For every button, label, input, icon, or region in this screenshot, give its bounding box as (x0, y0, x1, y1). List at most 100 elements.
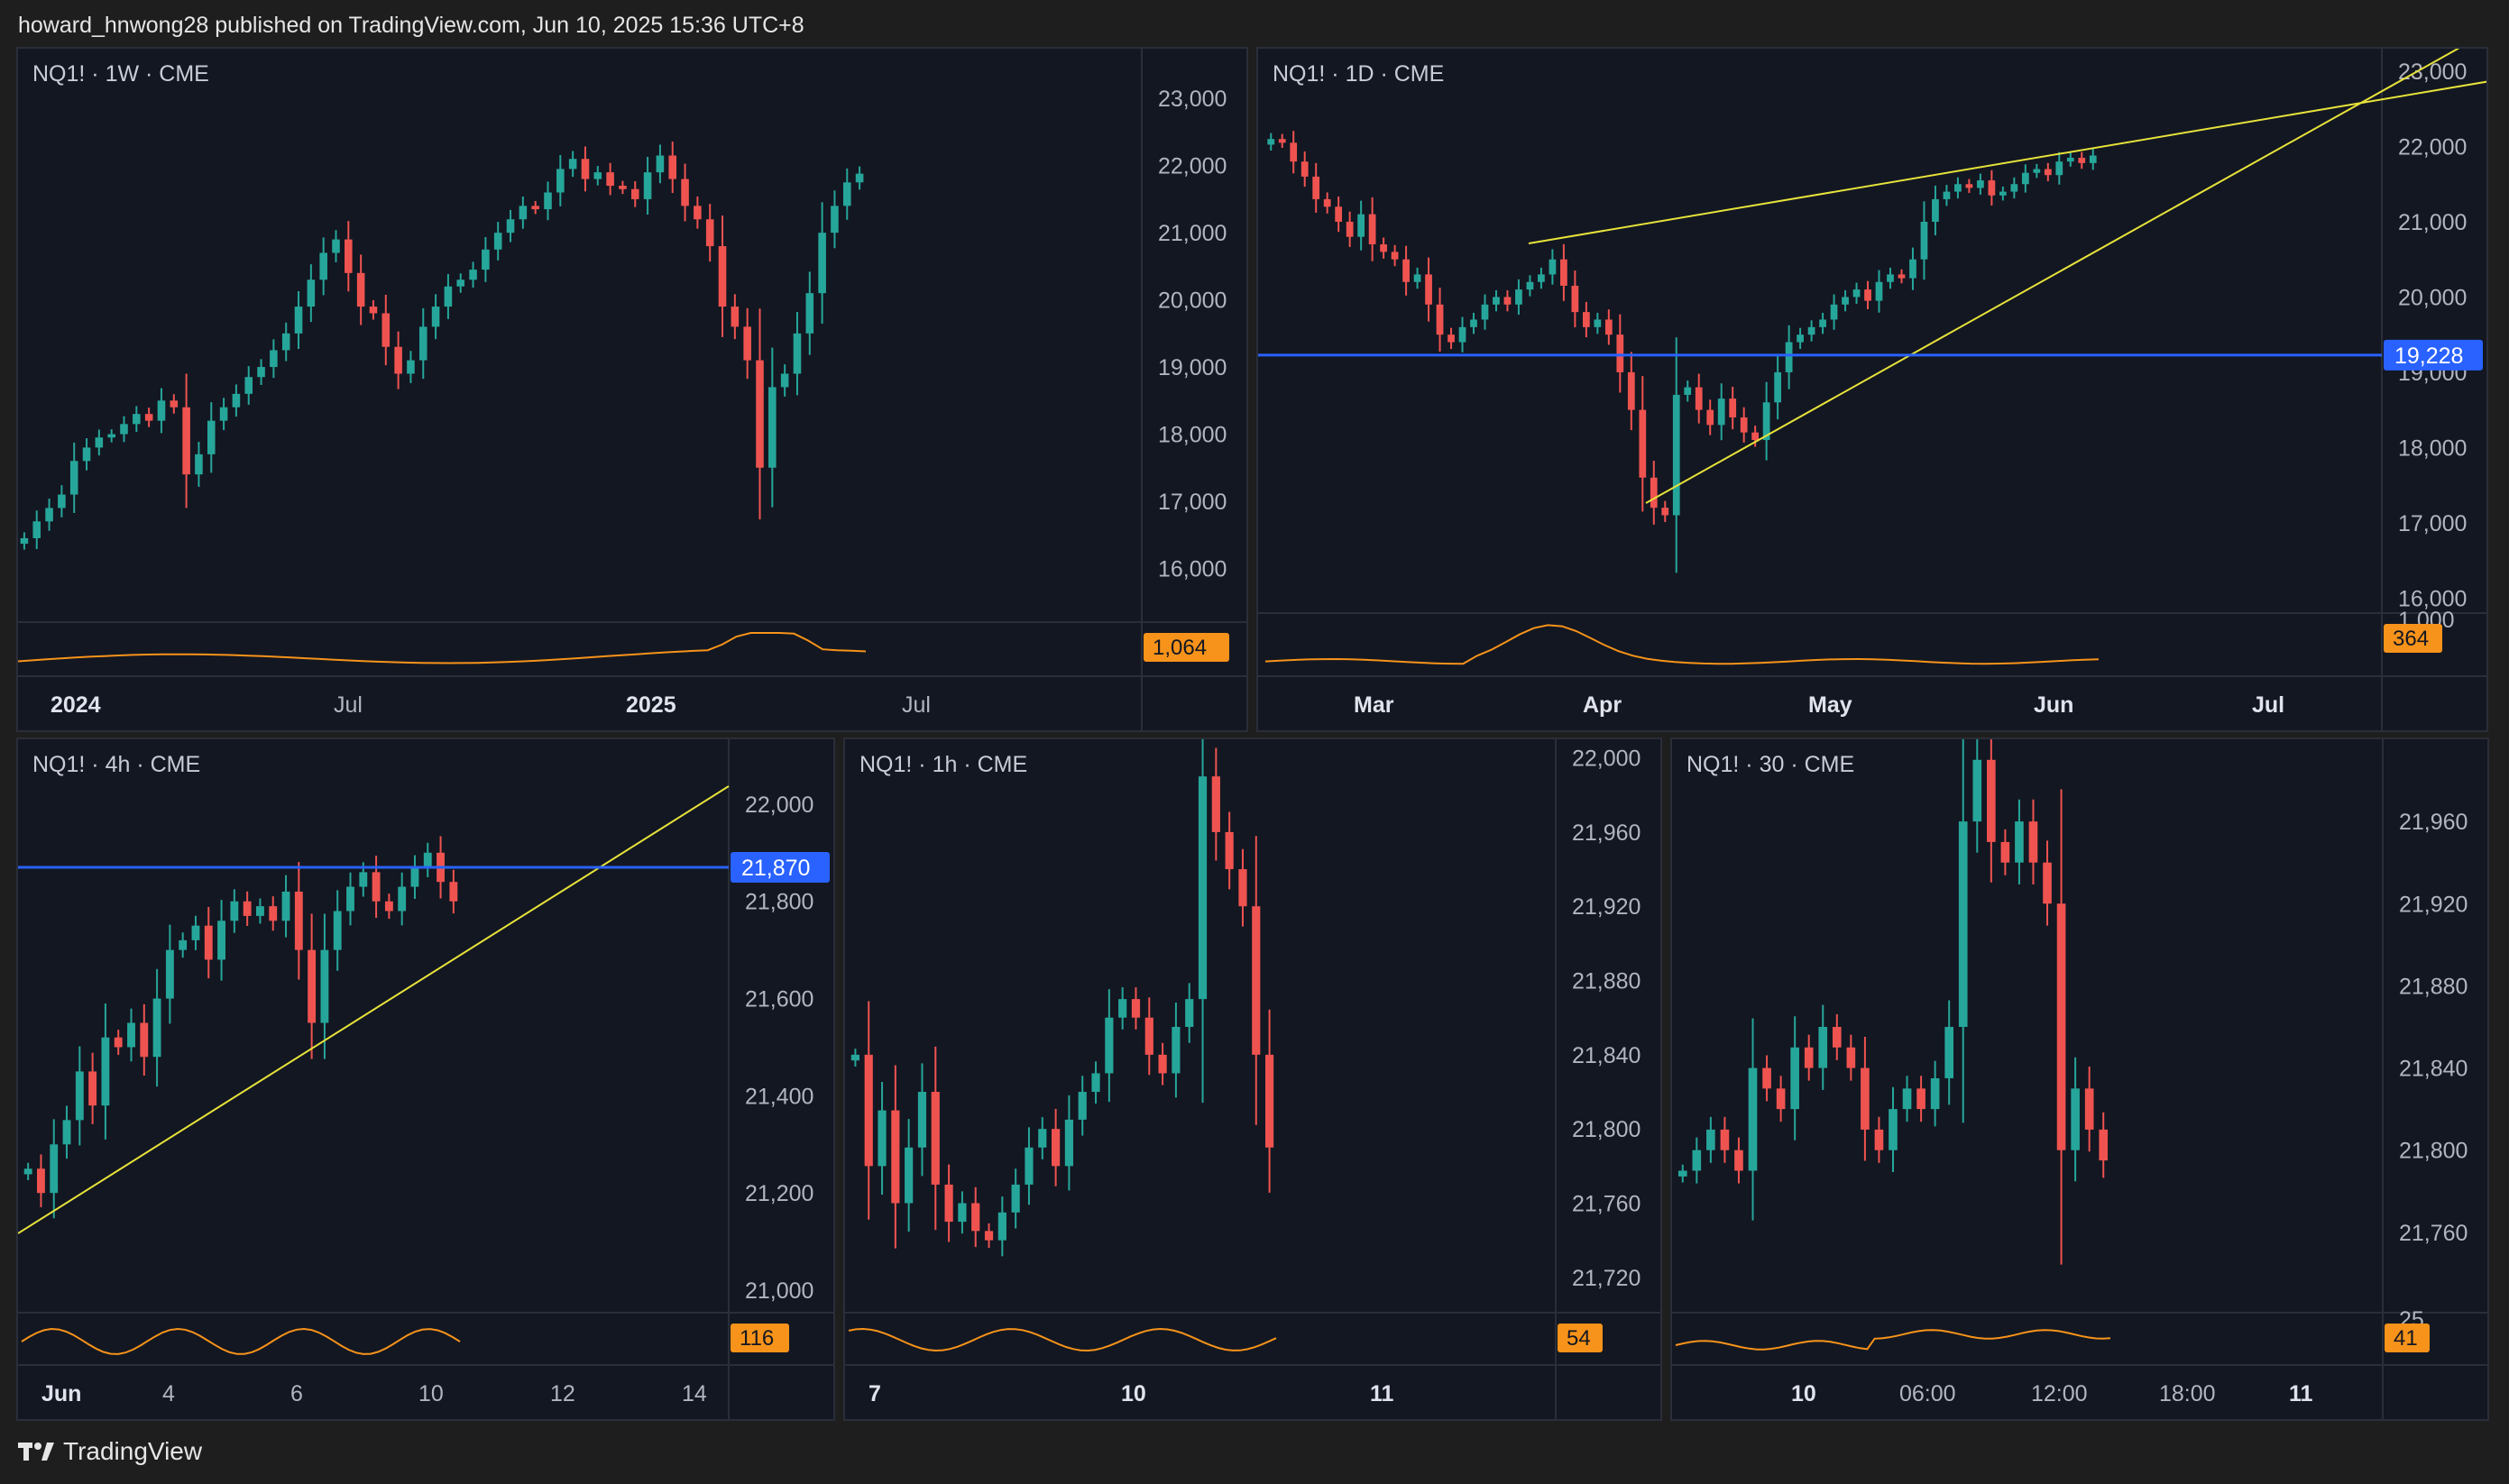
candle (1025, 1127, 1034, 1205)
candle-body (423, 852, 432, 867)
candle-body (581, 159, 590, 179)
candle-body (157, 400, 166, 421)
candle-body (191, 925, 200, 940)
candle-body (369, 307, 378, 314)
candle (191, 915, 200, 950)
candle-body (482, 249, 490, 270)
price-tick-label: 19,000 (1158, 355, 1227, 380)
candle-body (1238, 869, 1247, 907)
candle-body (1368, 214, 1376, 245)
candle (1887, 267, 1894, 289)
chart-panel-daily[interactable]: 23,000 22,000 21,000 20,000 19,000 18,000 17,0… (1256, 47, 2488, 732)
candle (1549, 249, 1557, 285)
candle-body (1078, 1092, 1087, 1120)
candle (179, 932, 188, 958)
candle-body (37, 1168, 45, 1194)
candle (2021, 164, 2029, 193)
candle (1740, 407, 1748, 443)
candle (444, 273, 453, 319)
candle (381, 295, 391, 366)
candle-body (1323, 198, 1331, 207)
candle-body (1091, 1073, 1100, 1093)
candle-body (1762, 1067, 1771, 1089)
4h-chart[interactable]: 22,000 21,800 21,600 21,400 21,200 21,000 21,8… (18, 739, 835, 1421)
candle (2084, 1067, 2094, 1152)
candle (369, 299, 378, 320)
candle-body (320, 949, 329, 1023)
candle (1987, 739, 1996, 883)
candle-body (1954, 184, 1962, 192)
price-tick-label: 21,920 (1572, 894, 1640, 920)
daily-chart[interactable]: 23,00022,00021,00020,00019,00018,00017,0… (1258, 49, 2488, 732)
price-tick-label: 21,000 (1158, 221, 1227, 246)
candle-body (1916, 1088, 1925, 1110)
candle-body (1819, 319, 1826, 327)
candle (958, 1191, 967, 1234)
30m-chart[interactable]: 21,96021,92021,88021,84021,80021,7602541… (1672, 739, 2489, 1421)
weekly-chart[interactable]: 23,000 22,000 21,000 20,000 19,000 18,000 17,0… (18, 49, 1248, 732)
candle (20, 532, 29, 550)
candle (850, 1049, 859, 1067)
candle (294, 290, 303, 349)
1h-chart[interactable]: 22,000 21,960 21,920 21,880 21,840 21,800 21,7… (845, 739, 1662, 1421)
price-tick-label: 21,840 (1572, 1043, 1640, 1068)
candle (831, 190, 839, 249)
footer-brand[interactable]: TradingView (18, 1437, 202, 1466)
candle-body (1706, 409, 1714, 426)
candle (1846, 1034, 1856, 1081)
chart-panel-30m[interactable]: 21,960 21,920 21,880 21,840 21,800 21,760 25 41… (1670, 737, 2489, 1421)
candle (756, 308, 764, 520)
candle (1312, 162, 1320, 213)
candle (88, 1052, 97, 1124)
candle-body (1265, 1054, 1274, 1148)
chart-panel-weekly[interactable]: 23,000 22,000 21,000 20,000 19,000 18,000 17,0… (16, 47, 1248, 732)
candle (217, 900, 225, 981)
candle-body (88, 1071, 97, 1106)
candle (1172, 1003, 1181, 1098)
candle-body (410, 867, 419, 887)
candle-body (2021, 172, 2029, 185)
time-tick-label: 7 (868, 1381, 881, 1406)
candle (332, 230, 340, 262)
candle-body (32, 521, 41, 538)
candle (398, 872, 407, 926)
candle-body (140, 1022, 149, 1058)
candle-body (1684, 387, 1692, 395)
candle (544, 181, 552, 221)
candle (1965, 179, 1973, 194)
candle-body (768, 387, 777, 468)
candle (281, 875, 290, 938)
candle-body (850, 1054, 859, 1061)
candle (1458, 316, 1466, 353)
candle-body (1481, 304, 1489, 320)
candle (1920, 201, 1928, 280)
candle (1932, 185, 1939, 235)
candle-body (1706, 1129, 1715, 1150)
candle (1776, 1076, 1786, 1122)
candle (606, 162, 614, 196)
candle (984, 1223, 994, 1249)
candle-body (1144, 1017, 1153, 1055)
candle (1290, 131, 1298, 174)
chart-panel-4h[interactable]: 22,000 21,800 21,600 21,400 21,200 21,000 21,8… (16, 737, 835, 1421)
candle (1902, 1076, 1912, 1122)
time-tick-label: 10 (418, 1381, 444, 1406)
candle-body (1846, 1047, 1856, 1068)
candle (170, 394, 179, 414)
candle-body (394, 346, 402, 374)
candle-body (905, 1147, 914, 1204)
tradingview-logo-icon (18, 1443, 54, 1461)
candle (997, 1196, 1006, 1257)
candle (182, 373, 190, 508)
candle-body (345, 239, 353, 273)
price-tick-label: 21,880 (1572, 969, 1640, 994)
time-tick-label: 2024 (51, 692, 101, 718)
candle (140, 1003, 149, 1076)
candle (157, 388, 166, 434)
price-tick-label: 21,920 (2399, 892, 2468, 917)
candle-body (643, 172, 652, 199)
chart-panel-1h[interactable]: 22,000 21,960 21,920 21,880 21,840 21,800 21,7… (843, 737, 1662, 1421)
candle (619, 180, 627, 195)
candle (2043, 840, 2052, 926)
candle (207, 402, 216, 473)
